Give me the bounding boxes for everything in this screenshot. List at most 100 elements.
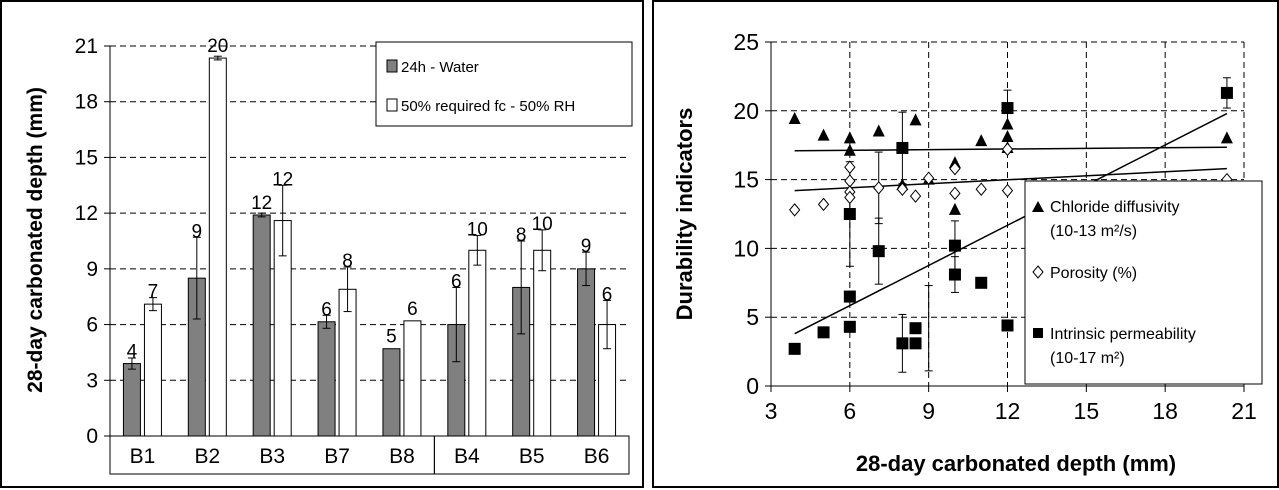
porosity-point: [975, 182, 987, 197]
data-label: 4: [127, 342, 138, 363]
legend-label-permeability: Intrinsic permeability: [1050, 326, 1196, 343]
y-tick-label: 18: [75, 91, 98, 114]
data-label: 8: [342, 251, 353, 272]
porosity-point: [817, 197, 830, 212]
porosity-point: [844, 174, 856, 188]
y-axis-title: 28-day carbonated depth (mm): [24, 87, 47, 393]
permeability-point: [948, 239, 961, 252]
legend-label-rh: 50% required fc - 50% RH: [401, 98, 575, 115]
permeability-point: [1001, 319, 1014, 332]
permeability-point: [896, 337, 909, 350]
permeability-point: [843, 290, 856, 303]
x-category-label: B1: [130, 445, 156, 468]
y-tick-label: 21: [75, 35, 98, 58]
data-label: 20: [207, 36, 228, 57]
legend: 24h - Water 50% required fc - 50% RH: [375, 41, 633, 127]
square-marker-icon: [1033, 328, 1043, 338]
x-tick-label: 9: [922, 398, 935, 424]
y-tick-label: 25: [733, 29, 759, 55]
chloride-point: [1001, 129, 1014, 142]
triangle-marker-icon: [1032, 201, 1044, 212]
y-tick-label: 3: [86, 369, 98, 392]
permeability-point: [843, 208, 856, 220]
legend-label-porosity: Porosity (%): [1050, 265, 1137, 282]
porosity-point: [873, 181, 885, 195]
permeability-point: [909, 322, 922, 335]
data-label: 10: [467, 219, 488, 240]
y-tick-label: 15: [733, 167, 759, 193]
bar-water: [122, 363, 141, 437]
porosity-point: [844, 160, 856, 174]
porosity-point: [1001, 142, 1014, 157]
chloride-point: [975, 134, 988, 147]
permeability-point: [975, 276, 988, 289]
x-tick-label: 6: [843, 398, 856, 424]
bar-rh: [143, 303, 162, 437]
legend-label-chloride: Chloride diffusivity: [1050, 199, 1180, 216]
data-label: 9: [581, 236, 592, 257]
x-tick-label: 21: [1231, 398, 1257, 424]
bar-water: [577, 268, 596, 437]
x-axis-title: 28-day carbonated depth (mm): [856, 451, 1176, 476]
chloride-point: [843, 143, 856, 156]
chloride-point: [1001, 117, 1014, 130]
data-label: 12: [272, 169, 293, 190]
legend-swatch-rh: [386, 98, 398, 112]
data-label: 5: [386, 327, 397, 348]
permeability-point: [1001, 102, 1014, 115]
x-tick-label: 12: [995, 398, 1021, 424]
chloride-point: [843, 131, 856, 144]
x-category-label: B6: [584, 445, 610, 468]
x-category-label: B4: [454, 445, 480, 468]
permeability-point: [1220, 86, 1233, 99]
y-tick-label: 9: [86, 258, 98, 281]
permeability-point: [948, 268, 961, 281]
legend-label-chloride-unit: (10-13 m²/s): [1050, 223, 1137, 240]
data-label: 6: [321, 299, 332, 320]
bar-water: [382, 348, 401, 437]
x-category-label: B2: [194, 445, 220, 468]
trend-line: [794, 167, 1227, 192]
bar-rh: [208, 57, 227, 437]
x-tick-label: 3: [765, 398, 778, 424]
permeability-point: [788, 342, 801, 355]
y-tick-label: 15: [75, 146, 98, 169]
porosity-point: [1001, 183, 1014, 198]
data-label: 6: [407, 299, 418, 320]
data-label: 12: [251, 193, 272, 214]
x-category-label: B5: [519, 445, 545, 468]
legend: Chloride diffusivity (10-13 m²/s) Porosi…: [1024, 180, 1263, 385]
permeability-point: [896, 141, 909, 154]
scatter-chart-panel: 0 5 10 15 20 25 3 6 9 12 15 18 21 Durability indicat…: [652, 0, 1279, 488]
y-tick-label: 20: [733, 98, 759, 124]
bar-rh: [468, 249, 487, 437]
porosity-point: [788, 203, 801, 217]
porosity-point: [949, 186, 961, 201]
trend-line: [794, 112, 1228, 335]
y-tick-label: 5: [746, 304, 759, 330]
y-tick-label: 0: [86, 425, 98, 448]
bar-chart-panel: 4 7 9 20 12 12 6 8 5 6 6 10 8 10 9 6 0 3 6 9 12 15 18 21 B1 B2 B3…: [0, 0, 644, 488]
y-tick-label: 10: [733, 235, 759, 261]
chloride-point: [948, 202, 961, 215]
y-tick-label: 0: [746, 373, 759, 399]
x-category-label: B8: [389, 445, 415, 468]
scatter-chart: 0 5 10 15 20 25 3 6 9 12 15 18 21 Durability indicat…: [672, 29, 1263, 476]
legend-swatch-water: [386, 59, 398, 73]
permeability-point: [909, 337, 922, 350]
permeability-point: [843, 320, 856, 333]
y-tick-label: 12: [75, 202, 98, 225]
data-label: 9: [192, 221, 203, 242]
chloride-point: [909, 113, 922, 126]
x-tick-label: 15: [1074, 398, 1100, 424]
data-label: 7: [148, 282, 159, 303]
legend-label-water: 24h - Water: [401, 59, 479, 76]
y-axis-title: Durability indicators: [672, 108, 697, 321]
porosity-point: [896, 182, 909, 197]
porosity-point: [844, 190, 856, 205]
porosity-point: [909, 189, 922, 203]
x-category-label: B3: [259, 445, 285, 468]
data-label: 6: [602, 284, 613, 305]
category-group-box: [433, 435, 630, 475]
